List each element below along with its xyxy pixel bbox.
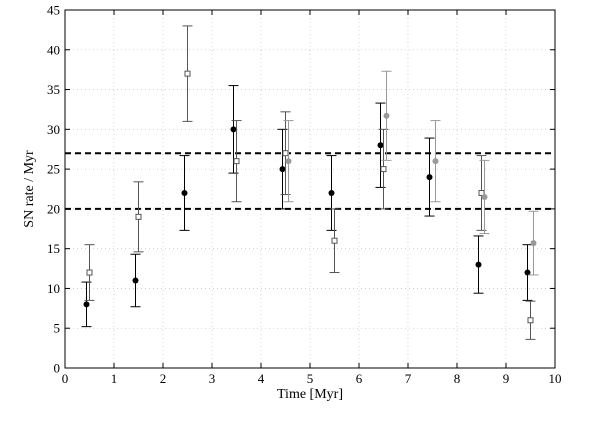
- data-point-circle: [432, 158, 439, 165]
- x-axis-ticks: 0 1 2 3 4 5 6 7 8 9 10: [62, 10, 562, 386]
- x-tick-label: 7: [405, 371, 412, 386]
- data-marks: [81, 25, 539, 340]
- data-point-circle: [383, 112, 390, 119]
- data-point-circle: [83, 301, 90, 308]
- data-point-square: [135, 213, 142, 220]
- y-tick-label: 45: [47, 3, 60, 18]
- y-axis-ticks: 0 5 10 15 20 25 30 35 40 45: [47, 3, 555, 376]
- data-point-circle: [230, 126, 237, 133]
- data-point-circle: [530, 240, 537, 247]
- data-point-circle: [524, 269, 531, 276]
- x-tick-label: 2: [160, 371, 167, 386]
- x-tick-label: 5: [307, 371, 314, 386]
- data-point-square: [527, 317, 534, 324]
- y-tick-label: 20: [47, 201, 60, 216]
- x-tick-label: 8: [454, 371, 461, 386]
- x-tick-label: 3: [209, 371, 216, 386]
- reference-lines: [65, 152, 555, 210]
- x-tick-label: 10: [549, 371, 562, 386]
- x-tick-label: 4: [258, 371, 265, 386]
- data-point-circle: [475, 261, 482, 268]
- data-point-square: [380, 166, 387, 173]
- data-point-circle: [328, 189, 335, 196]
- data-point-circle: [285, 158, 292, 165]
- y-tick-label: 25: [47, 162, 60, 177]
- data-point-circle: [426, 174, 433, 181]
- y-tick-label: 10: [47, 281, 60, 296]
- data-point-square: [86, 269, 93, 276]
- y-axis-label: SN rate / Myr: [22, 150, 37, 228]
- x-tick-label: 1: [111, 371, 118, 386]
- data-point-circle: [132, 277, 139, 284]
- y-tick-label: 40: [47, 42, 60, 57]
- data-point-circle: [279, 166, 286, 173]
- data-point-circle: [181, 189, 188, 196]
- data-point-square: [233, 158, 240, 165]
- data-point-circle: [377, 142, 384, 149]
- y-tick-label: 35: [47, 82, 60, 97]
- x-tick-label: 0: [62, 371, 69, 386]
- y-tick-label: 0: [54, 361, 61, 376]
- data-point-circle: [481, 193, 488, 200]
- y-tick-label: 15: [47, 241, 60, 256]
- y-tick-label: 5: [54, 321, 61, 336]
- x-tick-label: 9: [503, 371, 510, 386]
- data-point-square: [331, 237, 338, 244]
- data-point-square: [184, 70, 191, 77]
- x-axis-label: Time [Myr]: [277, 387, 343, 402]
- y-tick-label: 30: [47, 122, 60, 137]
- x-tick-label: 6: [356, 371, 363, 386]
- data-point-square: [282, 150, 289, 157]
